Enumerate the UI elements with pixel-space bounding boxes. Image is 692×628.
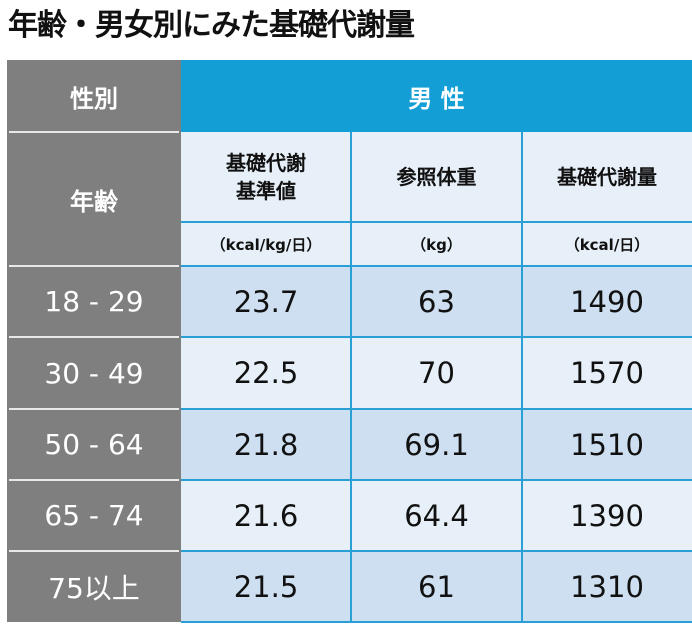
corner-sex-text: 性別 <box>70 84 118 113</box>
cell-bmr: 1510 <box>522 409 692 480</box>
value-text: 23.7 <box>233 284 299 319</box>
age-text: 30 - 49 <box>44 356 144 390</box>
page-title: 年齢・男女別にみた基礎代謝量 <box>8 8 415 43</box>
column-header-line1: 参照体重 <box>396 165 477 189</box>
value-text: 1570 <box>570 356 644 390</box>
unit-reference-weight: （kg） <box>351 222 522 266</box>
column-header-line1: 基礎代謝量 <box>557 165 657 189</box>
grid-line <box>181 550 692 552</box>
cell-reference-weight: 64.4 <box>351 480 522 551</box>
divider <box>9 408 179 410</box>
row-age-label: 65 - 74 <box>7 480 181 551</box>
corner-age-label: 年齢 <box>7 132 181 266</box>
cell-bmr: 1390 <box>522 480 692 551</box>
age-text: 18 - 29 <box>44 285 144 318</box>
cell-bmr-standard: 21.6 <box>181 480 351 551</box>
row-age-label: 18 - 29 <box>7 266 181 337</box>
divider <box>9 336 179 338</box>
divider <box>9 479 179 481</box>
column-header-bmr-standard: 基礎代謝 基準値 <box>181 132 351 222</box>
unit-text: （kg） <box>411 235 462 254</box>
value-text: 21.8 <box>233 427 299 462</box>
cell-bmr-standard: 21.5 <box>181 551 351 622</box>
cell-reference-weight: 61 <box>351 551 522 622</box>
corner-sex-label: 性別 <box>7 60 181 132</box>
group-header-male: 男 性 <box>181 60 692 132</box>
cell-bmr-standard: 22.5 <box>181 337 351 409</box>
grid-line <box>350 132 352 622</box>
unit-text: （kcal/日） <box>564 235 650 254</box>
value-text: 1310 <box>570 569 644 604</box>
value-text: 1510 <box>570 427 644 462</box>
value-text: 22.5 <box>233 356 299 390</box>
cell-bmr-standard: 23.7 <box>181 266 351 337</box>
cell-reference-weight: 63 <box>351 266 522 337</box>
value-text: 21.5 <box>233 569 299 604</box>
row-age-label: 50 - 64 <box>7 409 181 480</box>
cell-bmr-standard: 21.8 <box>181 409 351 480</box>
column-header-line1: 基礎代謝 <box>226 151 306 175</box>
grid-line <box>181 479 692 481</box>
value-text: 64.4 <box>404 498 469 533</box>
cell-bmr: 1310 <box>522 551 692 622</box>
value-text: 61 <box>418 569 455 604</box>
divider <box>9 131 179 133</box>
unit-bmr-standard: （kcal/kg/日） <box>181 222 351 266</box>
cell-bmr: 1490 <box>522 266 692 337</box>
value-text: 63 <box>418 284 455 319</box>
cell-reference-weight: 69.1 <box>351 409 522 480</box>
row-age-label: 75以上 <box>7 551 181 622</box>
grid-line <box>181 221 692 223</box>
grid-line <box>181 408 692 410</box>
column-header-reference-weight: 参照体重 <box>351 132 522 222</box>
value-text: 1490 <box>570 284 644 319</box>
grid-line <box>181 336 692 338</box>
value-text: 21.6 <box>233 498 299 533</box>
value-text: 1390 <box>570 498 644 533</box>
age-text: 50 - 64 <box>44 428 144 461</box>
grid-line <box>521 132 523 622</box>
divider <box>9 550 179 552</box>
cell-bmr: 1570 <box>522 337 692 409</box>
group-header-text: 男 性 <box>408 84 465 113</box>
value-text: 69.1 <box>404 427 469 462</box>
age-text: 65 - 74 <box>44 499 144 532</box>
cell-reference-weight: 70 <box>351 337 522 409</box>
column-header-bmr: 基礎代謝量 <box>522 132 692 222</box>
value-text: 70 <box>418 356 455 390</box>
bmr-table: 性別 年齢 男 性 基礎代謝 基準値 参照体重 基礎代謝量 （kcal/kg/日… <box>7 60 692 623</box>
grid-line <box>181 621 692 623</box>
corner-age-text: 年齢 <box>70 187 118 216</box>
age-text: 75以上 <box>48 571 140 605</box>
column-header-line2: 基準値 <box>236 179 296 203</box>
grid-line <box>181 265 692 267</box>
row-age-label: 30 - 49 <box>7 337 181 409</box>
divider <box>9 265 179 267</box>
unit-bmr: （kcal/日） <box>522 222 692 266</box>
unit-text: （kcal/kg/日） <box>210 235 322 254</box>
